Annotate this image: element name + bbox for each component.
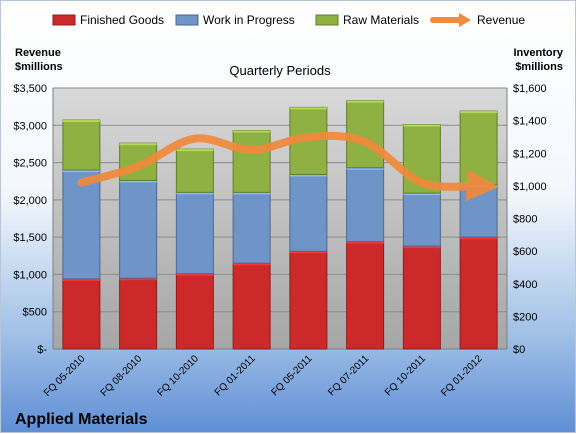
bar-highlight (403, 246, 441, 249)
bar-finished-goods (62, 278, 101, 350)
legend-label-raw-materials: Raw Materials (343, 13, 419, 27)
bar-work-in-progress (175, 191, 214, 275)
bar-highlight (289, 107, 327, 110)
bar-highlight (403, 193, 441, 196)
right-tick-label: $200 (513, 311, 537, 323)
right-tick-label: $1,200 (513, 148, 547, 160)
company-name: Applied Materials (15, 411, 148, 428)
bar-highlight (289, 251, 327, 254)
right-tick-label: $1,600 (513, 83, 547, 95)
chart-subtitle: Quarterly Periods (229, 63, 331, 78)
legend-label-revenue: Revenue (477, 13, 525, 27)
bar-raw-materials (175, 148, 214, 193)
right-axis-title-unit: $millions (515, 61, 563, 73)
bar-raw-materials (459, 110, 498, 186)
left-tick-label: $1,000 (13, 269, 47, 281)
bar-highlight (346, 241, 384, 244)
left-axis-title-unit: $millions (15, 61, 63, 73)
bar-finished-goods (119, 277, 158, 350)
category-label: FQ 01-2012 (439, 353, 485, 399)
bar-highlight (460, 111, 498, 114)
bar-highlight (403, 124, 441, 127)
category-label: FQ 05-2010 (42, 353, 88, 399)
bar-work-in-progress (62, 169, 101, 280)
bar-raw-materials (62, 119, 101, 171)
bar-finished-goods (232, 262, 271, 350)
legend-swatch-finished-goods (52, 14, 76, 26)
bar-highlight (119, 278, 157, 281)
category-label: FQ 10-2011 (383, 353, 428, 398)
category-label: FQ 08-2010 (99, 353, 145, 399)
right-tick-label: $400 (513, 279, 537, 291)
bar-highlight (233, 130, 271, 133)
bar-work-in-progress (289, 174, 328, 252)
category-label: FQ 07-2011 (326, 353, 371, 398)
bar-highlight (233, 192, 271, 195)
bar-highlight (119, 180, 157, 183)
right-tick-label: $600 (513, 246, 537, 258)
revenue-line (77, 131, 499, 202)
left-tick-label: $- (37, 344, 47, 356)
legend-swatch-raw-materials (315, 14, 339, 26)
right-tick-label: $800 (513, 214, 537, 226)
bar-highlight (233, 263, 271, 266)
category-label: FQ 01-2011 (213, 353, 258, 398)
bar-highlight (62, 278, 100, 281)
legend-arrow-revenue (459, 13, 471, 27)
bar-work-in-progress (346, 167, 385, 243)
bar-highlight (176, 192, 214, 195)
legend-label-work-in-progress: Work in Progress (203, 13, 295, 27)
bar-work-in-progress (459, 184, 498, 238)
bar-finished-goods (402, 245, 441, 350)
bar-finished-goods (346, 241, 385, 350)
left-tick-label: $2,000 (13, 195, 47, 207)
bar-highlight (62, 170, 100, 173)
bar-raw-materials (232, 130, 271, 193)
left-tick-label: $500 (23, 307, 47, 319)
bar-work-in-progress (402, 192, 441, 247)
bar-finished-goods (175, 273, 214, 350)
left-tick-label: $3,500 (13, 83, 47, 95)
bar-highlight (176, 149, 214, 152)
bar-highlight (346, 100, 384, 103)
category-label: FQ 05-2011 (270, 353, 315, 398)
bar-highlight (176, 273, 214, 276)
bar-highlight (289, 174, 327, 177)
bar-highlight (62, 120, 100, 123)
left-tick-label: $3,000 (13, 120, 47, 132)
right-tick-label: $1,400 (513, 116, 547, 128)
right-tick-label: $1,000 (513, 181, 547, 193)
right-tick-label: $0 (513, 344, 525, 356)
bar-highlight (346, 167, 384, 170)
bar-work-in-progress (232, 191, 271, 264)
left-axis-title: Revenue (15, 47, 61, 59)
legend-swatch-work-in-progress (175, 14, 199, 26)
left-tick-label: $1,500 (13, 232, 47, 244)
bar-finished-goods (289, 250, 328, 350)
right-axis-title: Inventory (513, 47, 563, 59)
legend-label-finished-goods: Finished Goods (80, 13, 164, 27)
left-tick-label: $2,500 (13, 158, 47, 170)
category-label: FQ 10-2010 (155, 353, 201, 399)
bar-highlight (119, 143, 157, 146)
bar-work-in-progress (119, 179, 158, 279)
bar-finished-goods (459, 236, 498, 350)
bar-highlight (460, 237, 498, 240)
